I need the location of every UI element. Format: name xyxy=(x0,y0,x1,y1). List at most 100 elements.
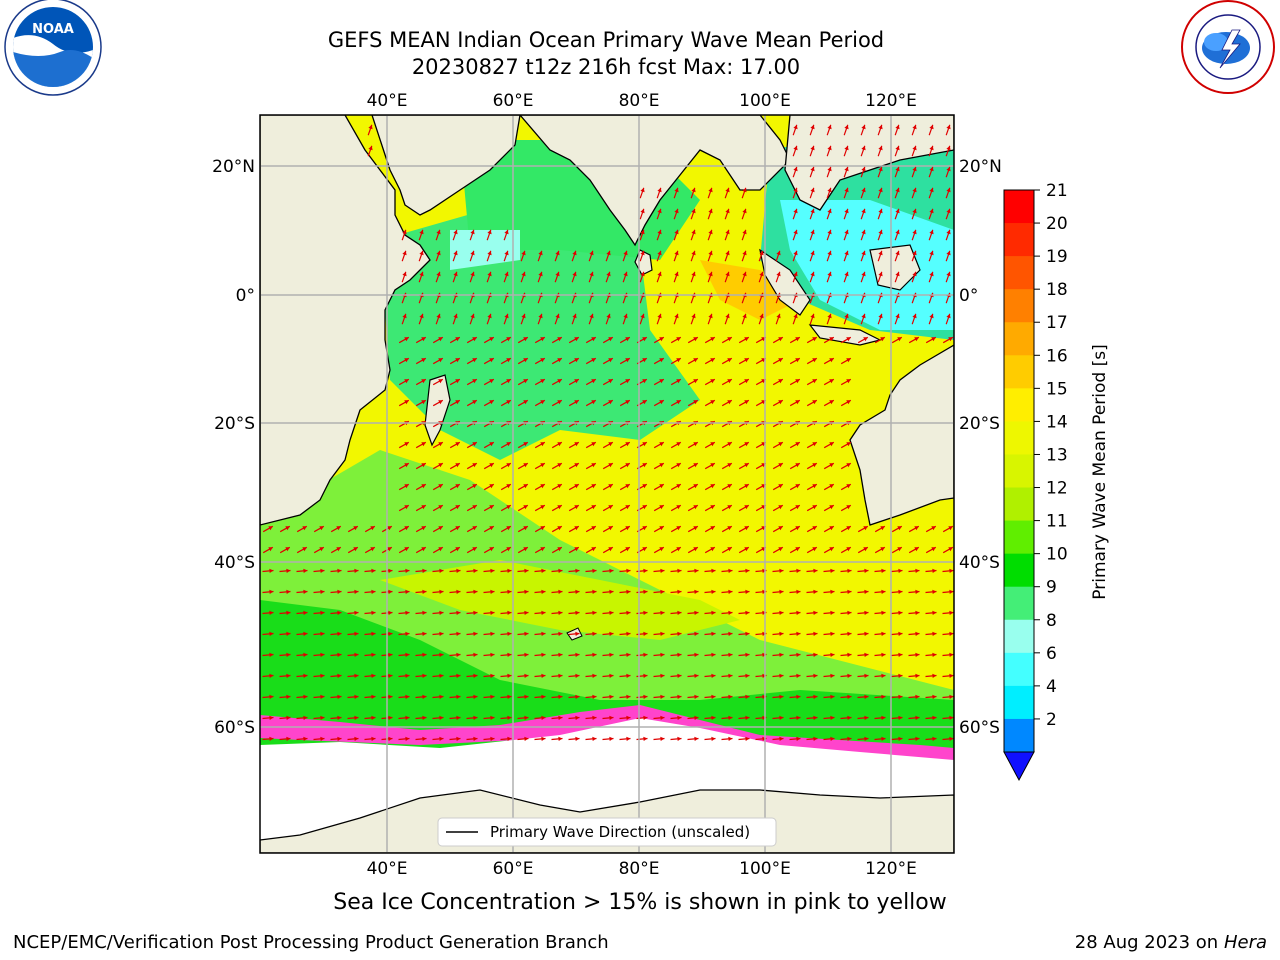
wave-arrow-head xyxy=(932,610,937,615)
wave-arrow-head xyxy=(354,631,359,636)
wave-arrow-head xyxy=(728,652,733,657)
wave-arrow-head xyxy=(948,526,953,531)
wave-arrow-head xyxy=(421,505,426,510)
wave-arrow-head xyxy=(660,589,665,594)
wave-arrow-head xyxy=(404,484,409,489)
colorbar-segment xyxy=(1004,652,1034,687)
wave-arrow-head xyxy=(708,313,713,319)
wave-arrow-head xyxy=(812,547,817,552)
wave-arrow-head xyxy=(844,145,849,151)
wave-arrow-head xyxy=(657,271,662,277)
wave-arrow-head xyxy=(844,187,849,193)
wave-arrow-head xyxy=(813,589,818,594)
wave-arrow-head xyxy=(693,379,698,384)
colorbar-segment xyxy=(1004,223,1034,257)
wave-arrow-head xyxy=(795,358,800,363)
australia-land xyxy=(849,344,954,526)
wave-arrow-head xyxy=(336,526,341,531)
wave-arrow-head xyxy=(880,526,885,531)
colorbar-segment xyxy=(1004,454,1034,489)
wave-arrow-head xyxy=(710,400,715,405)
wave-arrow-head xyxy=(895,313,900,319)
wave-arrow-head xyxy=(541,694,546,699)
wave-arrow-head xyxy=(269,715,274,720)
wave-arrow-head xyxy=(742,208,747,214)
wave-arrow-head xyxy=(388,715,393,720)
wave-arrow-head xyxy=(694,715,699,720)
wave-arrow-head xyxy=(592,652,597,657)
wave-arrow-head xyxy=(742,250,747,256)
wave-arrow-head xyxy=(677,694,682,699)
wave-arrow-head xyxy=(727,400,732,405)
wave-arrow-head xyxy=(286,715,291,720)
wave-arrow-head xyxy=(558,673,563,678)
wave-arrow-head xyxy=(744,463,749,468)
wave-arrow-head xyxy=(422,673,427,678)
wave-arrow-head xyxy=(473,631,478,636)
wave-arrow-head xyxy=(710,379,715,384)
wave-arrow-head xyxy=(878,208,883,214)
wave-arrow-head xyxy=(929,145,934,151)
colorbar-segment xyxy=(1004,322,1034,356)
wave-arrow-head xyxy=(453,250,458,256)
wave-arrow-head xyxy=(745,652,750,657)
colorbar-segment xyxy=(1004,586,1034,621)
wave-arrow-head xyxy=(337,715,342,720)
wave-arrow-head xyxy=(523,358,528,363)
wave-arrow-head xyxy=(829,484,834,489)
wave-arrow-head xyxy=(864,652,869,657)
wave-arrow-head xyxy=(337,589,342,594)
wave-arrow-head xyxy=(861,229,866,235)
wave-arrow-head xyxy=(507,631,512,636)
wave-arrow-head xyxy=(796,652,801,657)
wave-arrow-head xyxy=(286,589,291,594)
wave-arrow-head xyxy=(829,526,834,531)
wave-arrow-head xyxy=(778,337,783,342)
wave-arrow-head xyxy=(660,715,665,720)
wave-arrow-head xyxy=(677,715,682,720)
wave-arrow-head xyxy=(489,337,494,342)
wave-arrow-head xyxy=(778,358,783,363)
wave-arrow-head xyxy=(881,568,886,573)
wave-arrow-head xyxy=(694,631,699,636)
wave-arrow-head xyxy=(609,631,614,636)
wave-arrow-head xyxy=(609,589,614,594)
wave-arrow-head xyxy=(404,526,409,531)
wave-arrow-head xyxy=(557,442,562,447)
wave-arrow-head xyxy=(456,736,461,741)
wave-arrow-head xyxy=(693,526,698,531)
wave-arrow-head xyxy=(421,526,426,531)
wave-arrow-head xyxy=(827,208,832,214)
wave-arrow-head xyxy=(727,526,732,531)
wave-arrow-head xyxy=(847,715,852,720)
colorbar-tick-label: 6 xyxy=(1046,644,1057,664)
wave-arrow-head xyxy=(863,547,868,552)
wave-arrow-head xyxy=(540,358,545,363)
wave-arrow-head xyxy=(895,166,900,172)
wave-arrow-head xyxy=(269,694,274,699)
wave-arrow-head xyxy=(591,505,596,510)
wave-arrow-head xyxy=(524,715,529,720)
wave-arrow-head xyxy=(303,715,308,720)
wave-arrow-head xyxy=(744,337,749,342)
wave-arrow-head xyxy=(303,736,308,741)
wave-arrow-head xyxy=(320,568,325,573)
wave-arrow-head xyxy=(541,652,546,657)
wave-arrow-head xyxy=(591,547,596,552)
wave-arrow-head xyxy=(949,589,954,594)
wave-arrow-head xyxy=(779,673,784,678)
wave-arrow-head xyxy=(830,715,835,720)
wave-arrow-head xyxy=(744,379,749,384)
wave-arrow-head xyxy=(453,271,458,277)
wave-arrow-head xyxy=(625,442,630,447)
wave-arrow-head xyxy=(524,589,529,594)
wave-arrow-head xyxy=(402,313,407,319)
wave-arrow-head xyxy=(472,442,477,447)
wave-arrow-head xyxy=(575,694,580,699)
wave-arrow-head xyxy=(898,610,903,615)
wave-arrow-head xyxy=(793,124,798,130)
wave-arrow-head xyxy=(371,589,376,594)
wave-arrow-head xyxy=(657,250,662,256)
wave-arrow-head xyxy=(456,589,461,594)
